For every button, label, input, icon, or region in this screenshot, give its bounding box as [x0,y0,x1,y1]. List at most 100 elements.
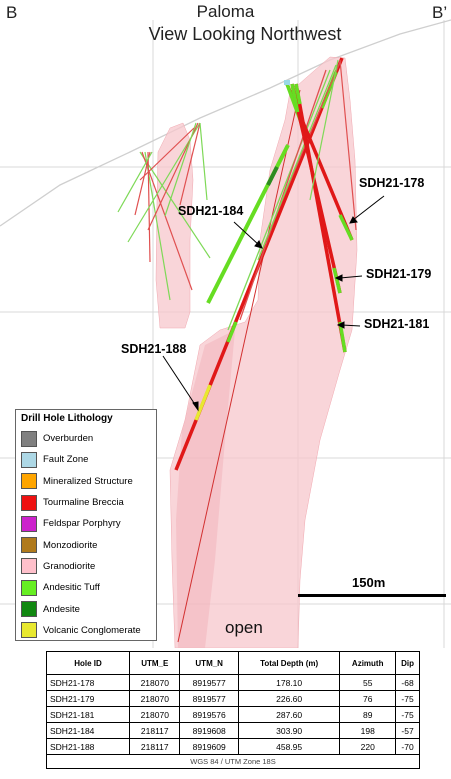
table-cell: 89 [339,706,397,723]
hole-label-179: SDH21-179 [366,267,432,281]
scale-label: 150m [352,575,386,590]
table-cell: 76 [339,690,397,707]
table-row: SDH21-184 218117 8919608 303.90 198 -57 [45,722,420,739]
table-cell: 218117 [129,738,181,755]
table-header-cell: Dip [395,651,420,675]
table-cell: 226.60 [237,690,341,707]
table-header-cell: Hole ID [45,651,131,675]
legend-label: Andesite [43,603,80,615]
table-cell: 303.90 [237,722,341,739]
label-leaders [162,195,385,412]
legend-swatch [21,430,37,447]
table-cell: SDH21-178 [45,674,131,691]
table-cell: 178.10 [237,674,341,691]
table-cell: 218117 [129,722,181,739]
legend-item: Tourmaline Breccia [21,492,151,513]
legend-swatch [21,537,37,554]
table-cell: 55 [339,674,397,691]
hole-label-188: SDH21-188 [121,342,187,356]
legend-title: Drill Hole Lithology [21,413,113,424]
drill-hole-181 [294,83,347,353]
granodiorite-body-small [155,122,194,329]
table-body: SDH21-178 218070 8919577 178.10 55 -68 SDH21-1… [45,674,420,755]
hole-label-181: SDH21-181 [364,317,430,331]
legend-item: Monzodiorite [21,534,151,555]
legend-swatch [21,622,37,639]
table-row: SDH21-188 218117 8919609 458.95 220 -70 [45,738,420,755]
legend-swatch [21,558,37,575]
collar-table: Hole ID UTM_E UTM_N Total Depth (m) Azimuth D… [45,651,420,769]
table-cell: 458.95 [237,738,341,755]
section-start-label: B [6,3,18,22]
legend-item: Mineralized Structure [21,471,151,492]
drill-hole-table: Hole ID UTM_E UTM_N Total Depth (m) Azimuth D… [45,651,420,769]
table-cell: 8919577 [179,674,239,691]
legend-label: Feldspar Porphyry [43,518,121,530]
table-cell: 8919609 [179,738,239,755]
table-cell: 218070 [129,690,181,707]
table-cell: SDH21-184 [45,722,131,739]
legend-swatch [21,451,37,468]
table-cell: SDH21-188 [45,738,131,755]
table-cell: SDH21-181 [45,706,131,723]
legend-swatch [21,601,37,618]
legend-label: Monzodiorite [43,539,98,551]
table-cell: -75 [395,690,420,707]
table-cell: 8919577 [179,690,239,707]
table-cell: -57 [395,722,420,739]
table-header-cell: UTM_N [179,651,239,675]
project-title: Paloma [196,2,255,21]
table-cell: 220 [339,738,397,755]
legend-label: Andesitic Tuff [43,582,100,594]
table-row: SDH21-178 218070 8919577 178.10 55 -68 [45,674,420,691]
table-header-cell: Total Depth (m) [237,651,341,675]
legend-label: Fault Zone [43,454,89,466]
table-row: SDH21-181 218070 8919576 287.60 89 -75 [45,706,420,723]
hole-label-178: SDH21-178 [359,176,425,190]
table-cell: 198 [339,722,397,739]
drill-trace-deep [177,89,301,643]
drill-fan-small [117,122,211,301]
table-cell: 8919608 [179,722,239,739]
table-cell: 218070 [129,706,181,723]
table-row: SDH21-179 218070 8919577 226.60 76 -75 [45,690,420,707]
table-header-row: Hole ID UTM_E UTM_N Total Depth (m) Azimuth D… [45,651,420,675]
table-cell: 8919576 [179,706,239,723]
legend-item: Andesitic Tuff [21,577,151,598]
legend-item: Granodiorite [21,556,151,577]
legend-swatch [21,515,37,532]
legend-label: Volcanic Conglomerate [43,624,141,636]
legend-item: Andesite [21,598,151,619]
topography-line [0,19,451,227]
granodiorite-shading [176,330,235,648]
legend-swatch [21,473,37,490]
view-direction-title: View Looking Northwest [148,24,342,44]
table-cell: 218070 [129,674,181,691]
legend-items: Overburden Fault Zone Mineralized Structur… [21,428,151,641]
legend-label: Granodiorite [43,560,96,572]
table-cell: -75 [395,706,420,723]
table-header-cell: UTM_E [129,651,181,675]
legend-item: Fault Zone [21,449,151,470]
legend-item: Overburden [21,428,151,449]
legend-swatch [21,494,37,511]
table-cell: SDH21-179 [45,690,131,707]
hole-label-184: SDH21-184 [178,204,244,218]
table-cell: -70 [395,738,420,755]
table-header-cell: Azimuth [339,651,397,675]
cross-section-view: B B’ Paloma View Looking Northwest SDH21… [0,2,451,649]
legend-label: Overburden [43,433,94,445]
legend-item: Volcanic Conglomerate [21,620,151,641]
legend-label: Tourmaline Breccia [43,497,124,509]
cross-section-drawing [0,19,451,649]
legend-item: Feldspar Porphyry [21,513,151,534]
scale-bar [298,594,446,597]
table-cell: 287.60 [237,706,341,723]
legend-label: Mineralized Structure [43,475,133,487]
table-footer: WGS 84 / UTM Zone 18S [46,754,420,769]
open-label: open [225,618,263,637]
legend-swatch [21,579,37,596]
lithology-legend: Drill Hole Lithology Overburden Fault Zon… [15,409,157,641]
section-end-label: B’ [432,3,448,22]
table-cell: -68 [395,674,420,691]
